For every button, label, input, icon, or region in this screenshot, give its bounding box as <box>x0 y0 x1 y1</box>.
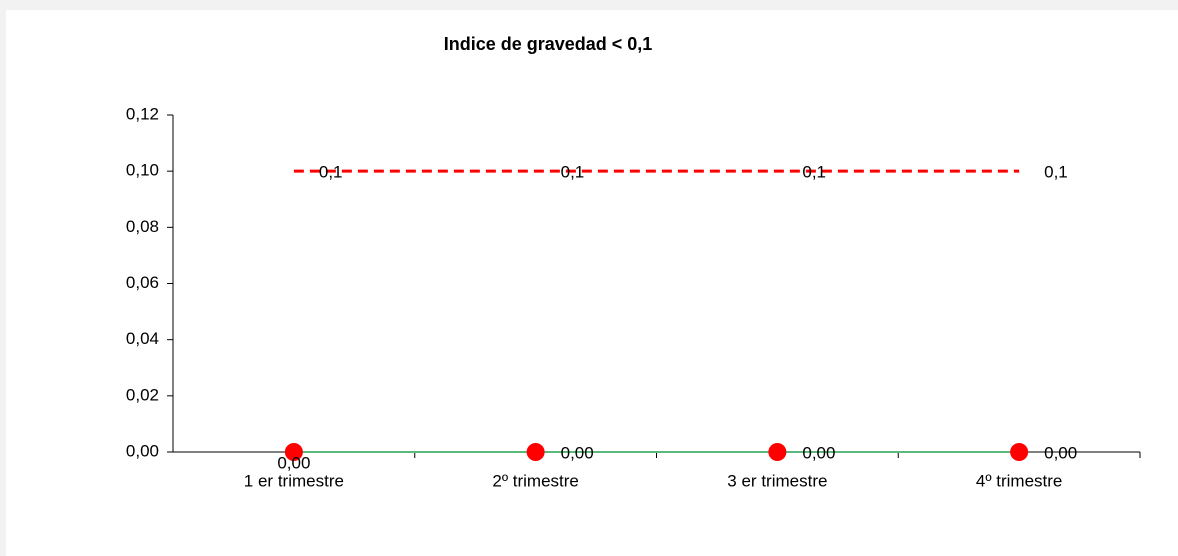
marker <box>1010 443 1029 461</box>
data-label: 0,00 <box>802 443 835 462</box>
data-label: 0,00 <box>561 443 594 462</box>
y-tick-label: 0,06 <box>126 273 159 292</box>
x-tick-label: 1 er trimestre <box>244 471 344 490</box>
chart-area <box>6 10 1178 556</box>
y-tick-label: 0,10 <box>126 161 159 180</box>
x-tick-label: 3 er trimestre <box>727 471 827 490</box>
data-label: 0,00 <box>1044 443 1077 462</box>
data-label: 0,1 <box>1044 163 1068 182</box>
chart-title: Indice de gravedad < 0,1 <box>444 34 653 54</box>
data-label: 0,1 <box>802 163 826 182</box>
x-tick-label: 4º trimestre <box>976 471 1063 490</box>
x-tick-label: 2º trimestre <box>492 471 579 490</box>
y-tick-label: 0,02 <box>126 385 159 404</box>
y-tick-label: 0,08 <box>126 217 159 236</box>
marker <box>284 443 303 461</box>
marker <box>526 443 545 461</box>
data-label: 0,1 <box>319 163 343 182</box>
data-label: 0,1 <box>561 163 585 182</box>
data-label: 0,00 <box>277 453 310 472</box>
y-tick-label: 0,12 <box>126 104 159 123</box>
y-tick-label: 0,00 <box>126 441 159 460</box>
y-tick-label: 0,04 <box>126 329 159 348</box>
marker <box>768 443 787 461</box>
